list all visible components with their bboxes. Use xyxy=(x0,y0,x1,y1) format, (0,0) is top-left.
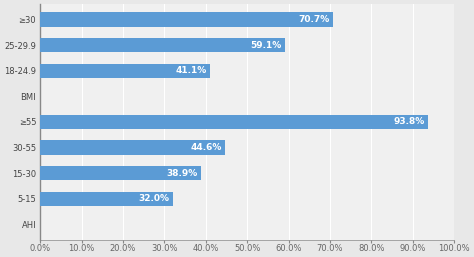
Text: 93.8%: 93.8% xyxy=(394,117,425,126)
Bar xyxy=(40,64,210,78)
Text: 38.9%: 38.9% xyxy=(167,169,198,178)
Bar xyxy=(40,115,428,129)
Bar xyxy=(40,166,201,180)
Bar xyxy=(40,38,285,52)
Bar xyxy=(40,192,173,206)
Text: 44.6%: 44.6% xyxy=(190,143,221,152)
Text: 41.1%: 41.1% xyxy=(176,66,207,75)
Text: 59.1%: 59.1% xyxy=(250,41,282,50)
Bar xyxy=(40,141,225,154)
Text: 70.7%: 70.7% xyxy=(298,15,329,24)
Text: 32.0%: 32.0% xyxy=(138,194,169,203)
Bar xyxy=(40,13,333,26)
